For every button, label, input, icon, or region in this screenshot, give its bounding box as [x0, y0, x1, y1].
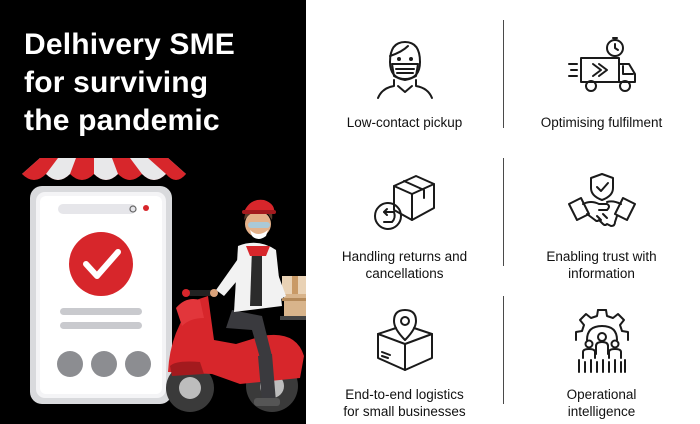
return-box-icon	[370, 170, 440, 236]
handshake-shield-icon	[567, 170, 637, 236]
smartphone-illustration	[30, 186, 172, 404]
rider-illustration	[210, 199, 286, 406]
feature-label: Enabling trust with information	[546, 249, 657, 281]
feature-label: End-to-end logistics for small businesse…	[343, 387, 466, 419]
feature-end-to-end-logistics: End-to-end logistics for small businesse…	[306, 280, 503, 419]
masked-face-icon	[370, 32, 440, 102]
headline-line-1: Delhivery SME	[24, 28, 236, 61]
delivery-illustration	[22, 158, 306, 412]
feature-handling-returns: Handling returns and cancellations	[306, 142, 503, 281]
feature-label: Operational intelligence	[566, 387, 637, 419]
feature-optimising-fulfilment: Optimising fulfilment	[503, 4, 700, 140]
headline-line-3: the pandemic	[24, 104, 220, 137]
headline: Delhivery SME for surviving the pandemic	[24, 26, 294, 140]
headline-line-2: for surviving	[24, 66, 209, 99]
divider-row-1	[503, 20, 504, 128]
scooter-rider-illustration	[166, 276, 306, 412]
feature-label: Handling returns and cancellations	[341, 249, 468, 281]
gear-people-icon	[567, 308, 637, 374]
fast-truck-icon	[567, 32, 637, 102]
divider-row-3	[503, 296, 504, 404]
feature-low-contact-pickup: Low-contact pickup	[306, 4, 503, 140]
feature-label: Low-contact pickup	[346, 115, 463, 130]
shop-awning-illustration	[22, 158, 186, 180]
features-grid: Low-contact pickup Optimising fulfilment	[306, 0, 700, 424]
hero-panel: Delhivery SME for surviving the pandemic	[0, 0, 306, 424]
feature-operational-intelligence: Operational intelligence	[503, 280, 700, 419]
feature-label: Optimising fulfilment	[540, 115, 663, 130]
box-location-icon	[370, 308, 440, 374]
feature-enabling-trust: Enabling trust with information	[503, 142, 700, 281]
divider-row-2	[503, 158, 504, 266]
